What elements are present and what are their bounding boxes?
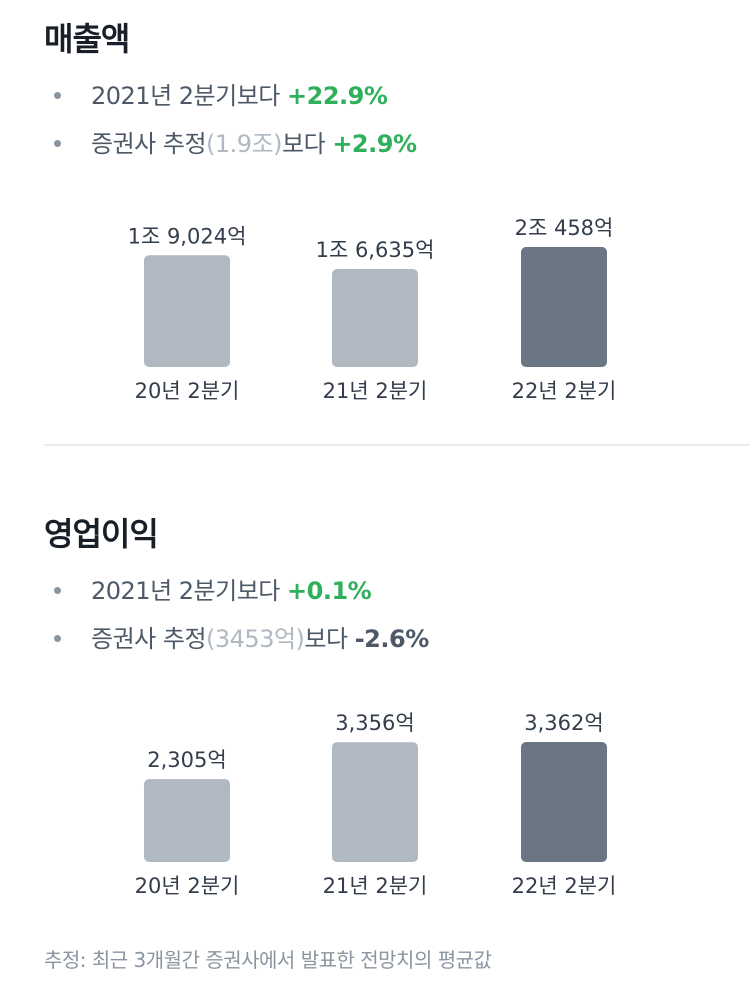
bullet-text: 증권사 추정 [91, 625, 207, 653]
bullet-dot-icon [54, 586, 61, 594]
bar-1 [332, 742, 418, 862]
value-label-2: 2조 458억 [515, 216, 614, 240]
change-value: +0.1% [287, 577, 372, 605]
bullet-muted: (1.9조) [206, 130, 283, 158]
change-value: -2.6% [354, 625, 430, 653]
change-value: +22.9% [287, 82, 388, 110]
value-label-1: 1조 6,635억 [316, 238, 435, 262]
revenue-bullets: 2021년 2분기보다 +22.9% 증권사 추정(1.9조)보다 +2.9% [50, 80, 730, 176]
revenue-bullet-yoy: 2021년 2분기보다 +22.9% [50, 80, 730, 128]
change-value: +2.9% [332, 130, 417, 158]
bullet-suffix: 보다 [282, 130, 333, 158]
profit-bar-chart: 2,305억 20년 2분기 3,356억 21년 2분기 3,362억 22년 2분기 [135, 711, 617, 898]
bullet-dot-icon [54, 139, 61, 147]
footnote: 추정: 최근 3개월간 증권사에서 발표한 전망치의 평균값 [44, 948, 492, 972]
value-label-2: 3,362억 [524, 711, 603, 735]
bullet-muted: (3453억) [206, 625, 305, 653]
bullet-text: 2021년 2분기보다 [91, 82, 288, 110]
section-divider [44, 444, 750, 446]
category-label-0: 20년 2분기 [135, 874, 240, 898]
profit-bullets: 2021년 2분기보다 +0.1% 증권사 추정(3453억)보다 -2.6% [50, 575, 730, 671]
bullet-suffix: 보다 [304, 625, 355, 653]
profit-title: 영업이익 [44, 515, 159, 553]
category-label-2: 22년 2분기 [512, 379, 617, 403]
bullet-dot-icon [54, 91, 61, 99]
bar-1 [332, 269, 418, 367]
category-label-1: 21년 2분기 [323, 379, 428, 403]
revenue-bar-chart: 1조 9,024억 20년 2분기 1조 6,635억 21년 2분기 2조 458억 2… [128, 216, 617, 403]
bullet-text: 2021년 2분기보다 [91, 577, 288, 605]
value-label-0: 1조 9,024억 [128, 224, 247, 248]
value-label-1: 3,356억 [335, 711, 414, 735]
bullet-text: 증권사 추정 [91, 130, 207, 158]
profit-chart: 2,305억 20년 2분기 3,356억 21년 2분기 3,362억 22년 2분기 [0, 690, 750, 905]
category-label-0: 20년 2분기 [135, 379, 240, 403]
profit-bullet-yoy: 2021년 2분기보다 +0.1% [50, 575, 730, 623]
category-label-1: 21년 2분기 [323, 874, 428, 898]
bar-2 [521, 742, 607, 862]
revenue-chart: 1조 9,024억 20년 2분기 1조 6,635억 21년 2분기 2조 458억 2… [0, 195, 750, 410]
value-label-0: 2,305억 [147, 748, 226, 772]
bar-2 [521, 247, 607, 367]
category-label-2: 22년 2분기 [512, 874, 617, 898]
revenue-bullet-estimate: 증권사 추정(1.9조)보다 +2.9% [50, 128, 730, 176]
bullet-dot-icon [54, 634, 61, 642]
profit-bullet-estimate: 증권사 추정(3453억)보다 -2.6% [50, 623, 730, 671]
bar-0 [144, 779, 230, 862]
revenue-title: 매출액 [44, 20, 130, 58]
bar-0 [144, 255, 230, 367]
